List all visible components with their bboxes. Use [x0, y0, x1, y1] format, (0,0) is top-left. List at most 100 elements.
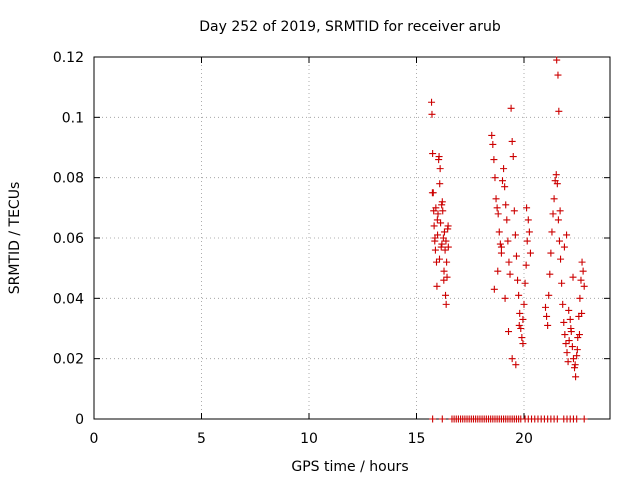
data-point: [568, 343, 576, 351]
data-point: [433, 282, 441, 290]
data-point: [497, 249, 505, 257]
data-point: [567, 325, 575, 332]
data-point: [433, 216, 441, 224]
data-point: [564, 358, 572, 366]
data-point: [497, 243, 505, 251]
data-point: [491, 174, 499, 182]
data-point: [543, 312, 551, 320]
data-point: [526, 249, 534, 257]
data-point: [499, 177, 506, 185]
data-point: [559, 300, 567, 308]
data-point: [442, 237, 450, 245]
data-point: [431, 246, 439, 254]
data-point: [510, 207, 518, 215]
data-point: [501, 183, 509, 191]
data-point: [549, 210, 557, 218]
data-point: [557, 255, 565, 263]
data-point: [569, 355, 577, 363]
data-point: [493, 204, 501, 212]
data-point: [555, 237, 563, 245]
data-point: [519, 340, 527, 348]
data-point: [509, 153, 517, 161]
x-tick-label: 5: [197, 431, 206, 447]
x-axis-label: GPS time / hours: [291, 459, 408, 475]
data-point: [500, 165, 508, 173]
y-tick-label: 0.1: [62, 110, 84, 126]
data-point: [501, 294, 509, 302]
data-point: [580, 282, 588, 290]
data-point: [523, 204, 531, 212]
x-tick-label: 0: [90, 431, 99, 447]
data-point: [558, 279, 566, 287]
data-point: [561, 331, 569, 339]
data-point: [490, 285, 498, 293]
data-point: [518, 334, 526, 342]
data-point: [578, 258, 586, 266]
grid: [94, 57, 610, 419]
data-point: [574, 334, 582, 342]
data-point: [436, 165, 444, 173]
data-point: [555, 107, 563, 115]
data-point: [525, 228, 533, 236]
x-tick-label: 20: [515, 431, 533, 447]
data-point: [565, 337, 573, 345]
data-point: [575, 331, 583, 339]
y-tick-label: 0.02: [53, 352, 84, 368]
data-point: [552, 171, 560, 179]
data-point: [431, 234, 439, 242]
data-point: [553, 180, 561, 188]
data-point: [428, 110, 436, 118]
data-point: [573, 346, 581, 354]
data-point: [519, 315, 527, 323]
data-point: [441, 246, 449, 254]
data-point: [494, 210, 502, 218]
data-point: [437, 219, 445, 227]
data-point: [520, 300, 528, 308]
data-point: [566, 315, 574, 323]
data-point: [554, 216, 562, 224]
data-point: [579, 267, 587, 275]
data-point: [440, 267, 448, 275]
data-point: [577, 276, 585, 284]
x-tick-label: 15: [408, 431, 426, 447]
y-tick-label: 0.12: [53, 50, 84, 66]
data-point: [438, 415, 446, 423]
data-point: [544, 321, 552, 329]
data-point: [553, 56, 561, 64]
data-point: [428, 189, 436, 197]
data-point: [496, 240, 504, 248]
data-point: [429, 415, 437, 423]
data-point: [502, 201, 510, 209]
data-point: [440, 228, 448, 236]
data-point: [550, 195, 558, 203]
data-point: [439, 207, 447, 215]
data-point: [430, 222, 438, 230]
data-point: [514, 276, 522, 284]
data-point: [515, 291, 523, 299]
data-point: [512, 252, 520, 260]
data-point: [508, 355, 516, 363]
data-point: [506, 270, 514, 278]
data-point: [435, 153, 443, 161]
y-tick-label: 0: [75, 412, 84, 428]
data-point: [571, 364, 579, 372]
y-tick-label: 0.04: [53, 291, 84, 307]
data-point: [505, 328, 513, 336]
data-point: [428, 98, 436, 106]
data-point: [542, 303, 549, 311]
y-tick-label: 0.08: [53, 171, 84, 187]
data-points: [428, 56, 588, 423]
x-tick-label: 10: [300, 431, 318, 447]
data-point: [524, 216, 532, 224]
data-point: [432, 258, 440, 266]
data-point: [562, 340, 570, 348]
data-point: [504, 237, 512, 245]
ticks: 0 5 10 15 20 0 0.02 0.04 0.06 0.08 0.1 0.12: [53, 50, 610, 447]
data-point: [436, 255, 444, 263]
data-point: [443, 273, 451, 281]
data-point: [429, 150, 437, 158]
data-point: [573, 415, 581, 423]
y-axis-label: SRMTID / TECUs: [7, 182, 23, 295]
data-point: [442, 291, 450, 299]
